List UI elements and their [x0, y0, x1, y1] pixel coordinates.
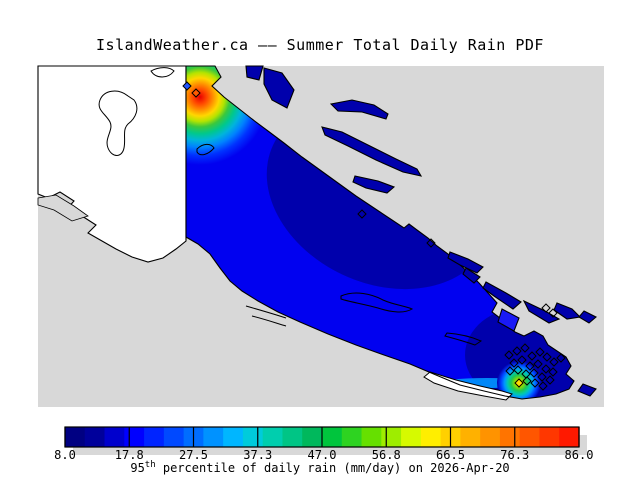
svg-text:8.0: 8.0 — [54, 448, 76, 462]
island-coastline — [185, 65, 575, 400]
colorbar-segments — [65, 427, 580, 447]
lakes — [196, 143, 483, 346]
svg-text:37.3: 37.3 — [243, 448, 272, 462]
gulf-island-1 — [462, 267, 481, 284]
island-savary-arc — [329, 99, 389, 120]
svg-text:76.3: 76.3 — [500, 448, 529, 462]
san-juan-island-1 — [553, 302, 582, 320]
lake-victoria-nw — [196, 143, 215, 156]
island-denman-hornby — [447, 251, 484, 274]
svg-text:86.0: 86.0 — [565, 448, 594, 462]
kyuquot-inlet — [37, 194, 89, 222]
svg-text:27.5: 27.5 — [179, 448, 208, 462]
svg-text:47.0: 47.0 — [308, 448, 337, 462]
gulf-island-3 — [522, 299, 561, 324]
lake-sproat-central — [340, 292, 414, 313]
svg-text:66.5: 66.5 — [436, 448, 465, 462]
strait-islands — [245, 65, 597, 397]
inlet-outline-north — [150, 67, 175, 78]
colorbar-caption: 95th percentile of daily rain (mm/day) o… — [130, 460, 509, 475]
svg-text:56.8: 56.8 — [372, 448, 401, 462]
gulf-island-2 — [482, 281, 522, 310]
island-southeast-tiny — [577, 383, 597, 397]
hotspot-northwest — [186, 66, 268, 165]
coastline-inlets — [98, 67, 175, 156]
barkley-islet-outline-1 — [245, 305, 287, 319]
island-lasqueti — [352, 175, 396, 194]
island-texada — [321, 126, 423, 177]
colorbar-tick-labels: 8.0 17.8 27.5 37.3 47.0 56.8 66.5 76.3 86.0 — [54, 427, 593, 462]
barkley-islet-outline-2 — [251, 315, 287, 327]
page-title: IslandWeather.ca —— Summer Total Daily R… — [96, 36, 544, 54]
lake-cowichan — [444, 332, 483, 346]
island-cortes — [263, 67, 295, 109]
island-quadra — [245, 65, 264, 81]
san-juan-island-2 — [578, 310, 597, 324]
inlet-outline-quatsino — [98, 90, 138, 156]
island-saltspring — [497, 308, 520, 332]
station-markers — [182, 81, 566, 391]
svg-text:17.8: 17.8 — [115, 448, 144, 462]
